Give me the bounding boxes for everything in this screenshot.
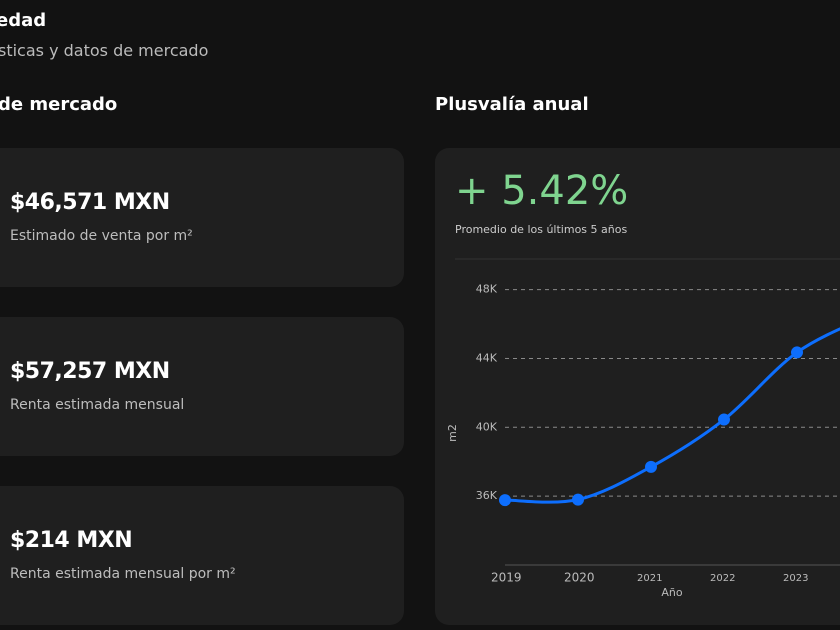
headline: + 5.42% (455, 168, 629, 214)
x-tick-label: 2022 (710, 573, 735, 584)
y-tick-label: 36K (476, 489, 498, 502)
y-tick-label: 48K (476, 283, 498, 296)
page-title: edad (0, 10, 47, 31)
section-title: de mercado (0, 94, 118, 115)
section-title: Plusvalía anual (435, 94, 589, 115)
point (791, 346, 803, 359)
stat-card: $214 MXN Renta estimada mensual por m² (0, 486, 404, 625)
x-tick-label: 2020 (564, 571, 595, 585)
x-tick-label: 2023 (783, 573, 808, 584)
stat-label: Estimado de venta por m² (10, 228, 193, 244)
stat-value: $57,257 MXN (10, 359, 170, 384)
point (645, 460, 657, 473)
line (504, 327, 840, 504)
point (572, 493, 584, 506)
stat-label: Renta estimada mensual (10, 397, 185, 413)
stat-value: $214 MXN (10, 528, 133, 553)
chart: Año m2 36K 40K 44K 48K 2019 2020 2021 2022 2023 (446, 258, 840, 599)
stat-value: $46,571 MXN (10, 190, 170, 215)
point (718, 413, 730, 426)
y-tick-label: 40K (476, 420, 498, 433)
stat-card: $46,571 MXN Estimado de venta por m² (0, 148, 404, 287)
x-axis-label: Año (661, 586, 682, 599)
caption: Promedio de los últimos 5 años (455, 223, 628, 236)
y-tick-label: 44K (476, 351, 498, 364)
y-axis-label: m2 (446, 424, 459, 442)
x-tick-label: 2019 (491, 571, 522, 585)
point (499, 494, 511, 507)
page-subtitle: sticas y datos de mercado (0, 41, 209, 60)
x-tick-label: 2021 (637, 573, 662, 584)
stat-card: $57,257 MXN Renta estimada mensual (0, 317, 404, 456)
chart-card (435, 148, 840, 625)
stat-label: Renta estimada mensual por m² (10, 566, 236, 582)
